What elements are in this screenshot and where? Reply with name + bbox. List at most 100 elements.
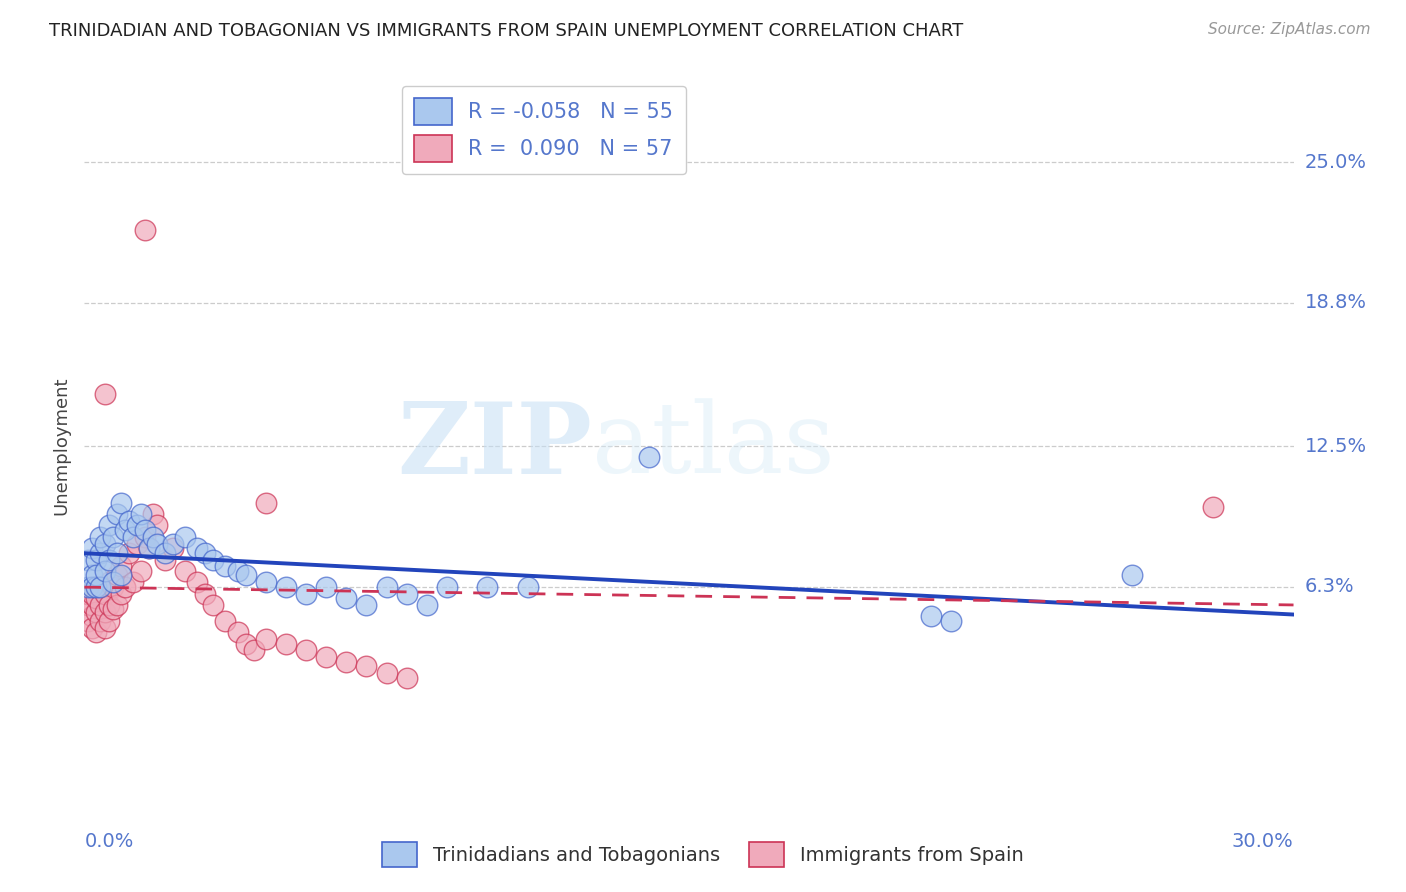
Point [93, 536, 115, 550]
Point [101, 575, 124, 590]
Text: 25.0%: 25.0% [1305, 153, 1367, 171]
Text: Source: ZipAtlas.com: Source: ZipAtlas.com [1208, 22, 1371, 37]
Point [274, 636, 297, 650]
Point [97, 575, 120, 590]
Point [1121, 568, 1143, 582]
Point [375, 580, 398, 594]
Point [82, 568, 104, 582]
Point [110, 559, 132, 574]
Point [101, 602, 124, 616]
Point [114, 523, 136, 537]
Point [186, 575, 208, 590]
Point [146, 518, 169, 533]
Point [121, 575, 143, 590]
Point [93, 564, 115, 578]
Point [82, 541, 104, 556]
Point [436, 580, 458, 594]
Text: 0.0%: 0.0% [84, 832, 134, 851]
Point [194, 586, 217, 600]
Point [89, 546, 111, 560]
Point [118, 546, 141, 560]
Point [105, 546, 128, 560]
Point [86, 605, 108, 619]
Point [315, 650, 337, 665]
Point [395, 671, 418, 685]
Point [82, 609, 104, 624]
Point [356, 598, 378, 612]
Point [375, 666, 398, 681]
Point [226, 625, 249, 640]
Point [194, 546, 217, 560]
Point [105, 598, 128, 612]
Point [254, 496, 277, 510]
Point [134, 530, 156, 544]
Text: TRINIDADIAN AND TOBAGONIAN VS IMMIGRANTS FROM SPAIN UNEMPLOYMENT CORRELATION CHA: TRINIDADIAN AND TOBAGONIAN VS IMMIGRANTS… [49, 22, 963, 40]
Point [920, 609, 942, 624]
Point [274, 580, 297, 594]
Legend: Trinidadians and Tobagonians, Immigrants from Spain: Trinidadians and Tobagonians, Immigrants… [374, 835, 1032, 875]
Point [226, 564, 249, 578]
Point [77, 614, 100, 628]
Point [110, 568, 132, 582]
Text: 12.5%: 12.5% [1305, 436, 1367, 456]
Point [93, 386, 115, 401]
Point [202, 598, 225, 612]
Point [138, 541, 160, 556]
Point [86, 591, 108, 606]
Point [125, 536, 148, 550]
Legend: R = -0.058   N = 55, R =  0.090   N = 57: R = -0.058 N = 55, R = 0.090 N = 57 [402, 86, 686, 175]
Point [214, 614, 236, 628]
Point [416, 598, 439, 612]
Point [254, 575, 277, 590]
Point [110, 496, 132, 510]
Point [162, 541, 184, 556]
Point [89, 614, 111, 628]
Text: 30.0%: 30.0% [1232, 832, 1294, 851]
Point [77, 552, 100, 566]
Point [77, 598, 100, 612]
Point [97, 552, 120, 566]
Point [129, 564, 152, 578]
Point [114, 580, 136, 594]
Point [121, 530, 143, 544]
Point [82, 598, 104, 612]
Point [254, 632, 277, 646]
Point [138, 541, 160, 556]
Point [174, 530, 197, 544]
Point [142, 530, 165, 544]
Point [395, 586, 418, 600]
Point [335, 655, 357, 669]
Point [101, 580, 124, 594]
Point [97, 614, 120, 628]
Point [153, 546, 176, 560]
Point [134, 523, 156, 537]
Text: 18.8%: 18.8% [1305, 293, 1367, 312]
Point [295, 643, 318, 657]
Point [77, 580, 100, 594]
Point [118, 514, 141, 528]
Point [86, 580, 108, 594]
Point [146, 536, 169, 550]
Point [93, 621, 115, 635]
Point [110, 586, 132, 600]
Point [89, 580, 111, 594]
Point [86, 552, 108, 566]
Point [939, 614, 962, 628]
Point [93, 586, 115, 600]
Point [129, 507, 152, 521]
Y-axis label: Unemployment: Unemployment [52, 376, 70, 516]
Point [186, 541, 208, 556]
Point [105, 507, 128, 521]
Point [516, 580, 538, 594]
Point [105, 568, 128, 582]
Point [97, 598, 120, 612]
Point [82, 621, 104, 635]
Point [153, 552, 176, 566]
Text: ZIP: ZIP [398, 398, 592, 494]
Point [174, 564, 197, 578]
Point [101, 530, 124, 544]
Point [89, 580, 111, 594]
Point [86, 580, 108, 594]
Point [162, 536, 184, 550]
Point [86, 625, 108, 640]
